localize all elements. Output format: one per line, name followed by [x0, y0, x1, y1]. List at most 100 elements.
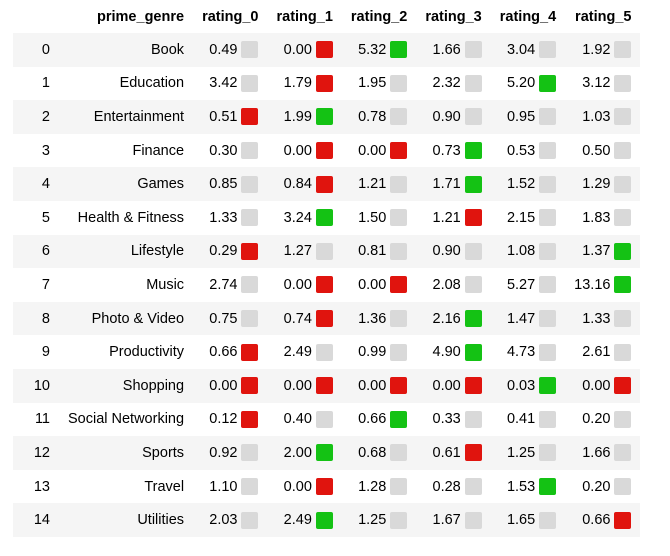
rating-cell: 5.20 — [490, 66, 566, 101]
rating-cell: 2.15 — [490, 200, 566, 235]
rating-value: 0.99 — [358, 344, 387, 361]
rating-cell-content: 1.36 — [358, 310, 408, 328]
rating-cell: 0.92 — [193, 436, 268, 470]
rating-cell: 1.10 — [193, 469, 268, 504]
row-index: 4 — [13, 167, 59, 201]
rating-cell: 1.33 — [565, 301, 641, 336]
rating-value: 1.65 — [506, 512, 536, 529]
table-row: 4 Games 0.85 0.84 1.21 1.71 1.52 1.29 — [13, 167, 641, 201]
row-index: 9 — [13, 335, 59, 369]
rating-value: 2.16 — [432, 310, 461, 327]
row-index: 0 — [13, 33, 59, 67]
rating-cell-content: 1.95 — [358, 74, 408, 92]
rating-cell-content: 13.16 — [574, 276, 632, 294]
gray-indicator-icon — [464, 108, 482, 126]
genre-cell: Finance — [59, 133, 194, 168]
rating-cell-content: 0.00 — [358, 276, 408, 294]
rating-cell-content: 1.25 — [507, 444, 557, 462]
genre-cell: Music — [59, 268, 194, 302]
rating-value: 0.00 — [432, 377, 461, 394]
rating-cell-content: 4.73 — [507, 343, 557, 361]
rating-value: 1.33 — [582, 310, 611, 327]
rating-cell: 2.03 — [193, 503, 268, 537]
rating-cell: 1.47 — [490, 301, 566, 336]
rating-value: 0.85 — [209, 176, 238, 193]
rating-cell: 0.12 — [193, 402, 268, 437]
rating-value: 0.12 — [209, 411, 238, 428]
rating-cell-content: 1.10 — [209, 478, 259, 496]
rating-cell-content: 2.00 — [284, 444, 333, 462]
column-header-rating_1: rating_1 — [276, 8, 333, 25]
gray-indicator-icon — [614, 142, 632, 160]
red-indicator-icon — [315, 142, 333, 160]
rating-cell-content: 1.66 — [433, 41, 482, 59]
rating-cell: 3.04 — [490, 33, 566, 67]
rating-cell-content: 0.66 — [209, 343, 259, 361]
red-indicator-icon — [315, 41, 333, 59]
rating-cell: 2.00 — [267, 436, 342, 470]
rating-cell-content: 3.12 — [582, 74, 632, 92]
rating-value: 0.61 — [432, 444, 461, 461]
rating-cell-content: 2.03 — [209, 511, 259, 529]
rating-value: 1.03 — [582, 108, 611, 125]
gray-indicator-icon — [464, 410, 482, 428]
green-indicator-icon — [614, 276, 632, 294]
rating-cell: 13.16 — [565, 268, 641, 302]
rating-value: 0.50 — [582, 142, 611, 159]
rating-value: 0.90 — [432, 108, 461, 125]
rating-cell-content: 0.40 — [284, 410, 333, 428]
rating-cell-content: 3.42 — [209, 74, 259, 92]
rating-cell: 2.61 — [565, 335, 641, 369]
rating-cell-content: 1.71 — [432, 175, 482, 193]
rating-cell-content: 0.78 — [358, 108, 408, 126]
rating-cell: 0.03 — [490, 368, 566, 403]
gray-indicator-icon — [614, 41, 632, 59]
gray-indicator-icon — [390, 74, 408, 92]
rating-cell-content: 1.92 — [582, 41, 632, 59]
gray-indicator-icon — [614, 444, 632, 462]
row-index: 14 — [13, 503, 59, 537]
rating-value: 3.42 — [209, 75, 238, 92]
rating-cell-content: 0.00 — [284, 276, 333, 294]
green-indicator-icon — [464, 310, 482, 328]
gray-indicator-icon — [315, 410, 333, 428]
rating-cell-content: 1.53 — [507, 478, 557, 496]
rating-value: 1.83 — [582, 209, 611, 226]
green-indicator-icon — [315, 209, 333, 227]
rating-cell-content: 0.66 — [358, 410, 408, 428]
green-indicator-icon — [539, 478, 557, 496]
gray-indicator-icon — [614, 410, 632, 428]
table-row: 2 Entertainment 0.51 1.99 0.78 0.90 0.95 1.03 — [13, 100, 641, 134]
green-indicator-icon — [315, 108, 333, 126]
rating-cell-content: 0.68 — [358, 444, 408, 462]
rating-cell: 0.00 — [267, 268, 342, 302]
rating-value: 1.21 — [358, 176, 387, 193]
rating-cell-content: 2.61 — [582, 343, 632, 361]
genre-cell: Utilities — [59, 503, 194, 537]
gray-indicator-icon — [539, 310, 557, 328]
rating-value: 1.92 — [582, 41, 611, 58]
rating-cell: 0.61 — [416, 436, 491, 470]
rating-value: 4.90 — [432, 344, 461, 361]
rating-cell: 0.20 — [565, 469, 641, 504]
rating-value: 0.90 — [432, 243, 461, 260]
index-header — [13, 0, 59, 33]
rating-value: 0.20 — [582, 478, 611, 495]
rating-value: 1.71 — [432, 176, 461, 193]
red-indicator-icon — [614, 377, 632, 395]
rating-value: 1.99 — [283, 108, 312, 125]
table-row: 7 Music 2.74 0.00 0.00 2.08 5.27 13.16 — [13, 268, 641, 302]
gray-indicator-icon — [241, 74, 259, 92]
rating-value: 1.08 — [506, 243, 536, 260]
rating-cell: 1.66 — [416, 33, 491, 67]
table-row: 6 Lifestyle 0.29 1.27 0.81 0.90 1.08 1.37 — [13, 234, 641, 269]
gray-indicator-icon — [241, 175, 259, 193]
rating-cell: 0.00 — [565, 368, 641, 403]
rating-cell-content: 1.33 — [582, 310, 632, 328]
gray-indicator-icon — [241, 41, 259, 59]
red-indicator-icon — [241, 343, 259, 361]
genre-cell: Social Networking — [59, 402, 194, 437]
column-header-rating_0: rating_0 — [202, 8, 259, 25]
rating-value: 2.15 — [506, 209, 536, 226]
rating-cell: 0.68 — [341, 436, 417, 470]
